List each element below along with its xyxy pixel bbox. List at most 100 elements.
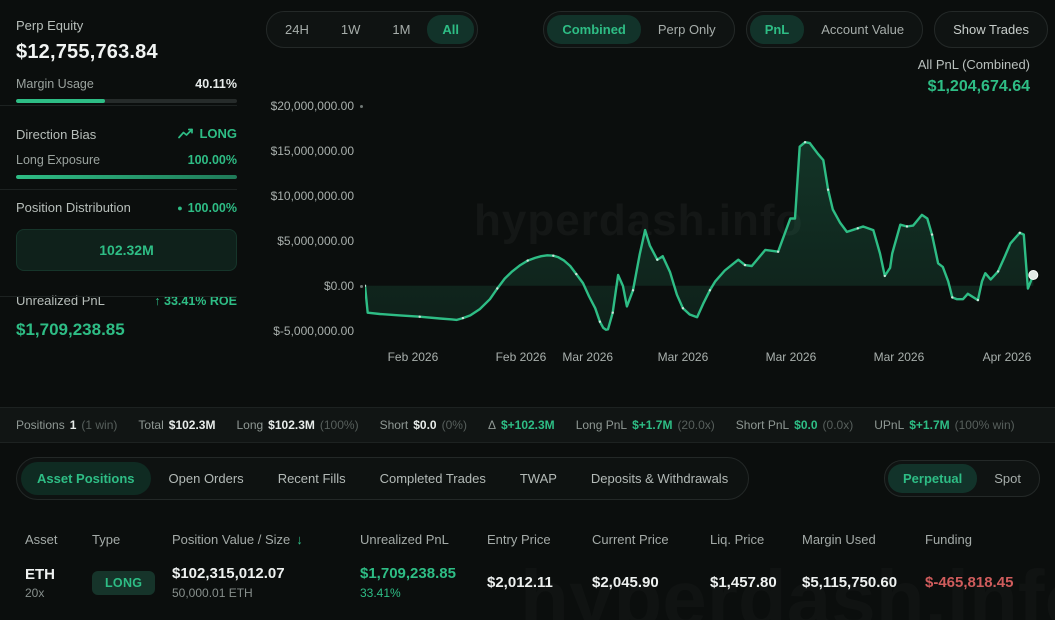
data-point-dot xyxy=(996,270,1000,273)
cell-funding: $-465,818.45 xyxy=(925,574,1014,591)
data-point-dot xyxy=(598,320,602,323)
chart-toolbar: 24H 1W 1M All Combined Perp Only PnL Account … xyxy=(266,10,1048,48)
market-type-group: Perpetual Spot xyxy=(884,460,1040,497)
perp-equity-value: $12,755,763.84 xyxy=(16,41,158,63)
tab-asset-positions[interactable]: Asset Positions xyxy=(21,462,151,495)
tab-recent-fills[interactable]: Recent Fills xyxy=(262,462,362,495)
unrealized-pnl-value: $1,709,238.85 xyxy=(16,320,125,339)
last-point-marker xyxy=(1028,270,1039,280)
x-axis-label: Apr 2026 xyxy=(982,350,1032,364)
tab-twap[interactable]: TWAP xyxy=(504,462,573,495)
data-point-dot xyxy=(1018,231,1021,234)
asset-positions-table: Asset Type Position Value / Size ↓ Unrealize… xyxy=(0,520,1055,620)
cell-type: LONG xyxy=(92,570,172,595)
x-axis-label: Mar 2026 xyxy=(873,350,925,364)
summary-stat-short-pnl: Short PnL $0.0 (0.0x) xyxy=(735,418,854,432)
margin-usage-label: Margin Usage xyxy=(16,77,94,91)
show-trades-button[interactable]: Show Trades xyxy=(934,10,1048,48)
position-distribution-value: 100.00% xyxy=(187,200,237,215)
time-range-1w[interactable]: 1W xyxy=(326,15,376,44)
perp-equity-label: Perp Equity xyxy=(16,18,84,33)
column-header-asset[interactable]: Asset xyxy=(25,532,58,547)
chart-header: All PnL (Combined) $1,204,674.64 xyxy=(918,57,1030,96)
long-dot-icon: ● xyxy=(177,202,183,213)
tab-open-orders[interactable]: Open Orders xyxy=(153,462,260,495)
data-point-dot xyxy=(611,311,614,314)
cell-position-value: $102,315,012.07 50,000.01 ETH xyxy=(172,565,285,600)
market-type-spot[interactable]: Spot xyxy=(979,464,1036,493)
data-point-dot xyxy=(976,298,980,302)
trend-up-icon xyxy=(178,127,194,142)
data-point-dot xyxy=(776,250,780,253)
long-exposure-value: 100.00% xyxy=(187,153,237,167)
margin-usage-bar xyxy=(16,99,237,103)
position-distribution-label: Position Distribution xyxy=(16,200,131,215)
margin-usage-bar-fill xyxy=(16,99,105,103)
combine-mode-group: Combined Perp Only xyxy=(543,10,735,48)
cell-asset[interactable]: ETH 20x xyxy=(25,565,55,600)
roe-value: 33.41% ROE xyxy=(164,293,237,308)
x-axis-label: Mar 2026 xyxy=(657,350,709,364)
y-axis-label: $20,000,000.00 xyxy=(270,99,354,114)
y-axis-label: $0.00 xyxy=(323,278,354,293)
data-point-dot xyxy=(803,141,807,144)
section-tabs: Asset Positions Open Orders Recent Fills Co… xyxy=(16,457,750,500)
time-range-1m[interactable]: 1M xyxy=(377,15,425,44)
position-distribution-box-value: 102.32M xyxy=(99,242,154,258)
data-point-dot xyxy=(708,289,712,292)
summary-stat-upnl: UPnL $+1.7M (100% win) xyxy=(874,418,1015,432)
x-axis-label: Mar 2026 xyxy=(562,350,614,364)
tables-tabs-row: Asset Positions Open Orders Recent Fills Co… xyxy=(16,457,1040,500)
data-point-dot xyxy=(905,225,909,228)
column-header-current-price[interactable]: Current Price xyxy=(592,532,669,547)
data-point-dot xyxy=(575,272,578,276)
margin-usage-value: 40.11% xyxy=(195,77,237,91)
mode-combined[interactable]: Combined xyxy=(547,14,641,44)
y-axis-label: $15,000,000.00 xyxy=(270,144,354,159)
sort-arrow-icon: ↓ xyxy=(296,532,303,547)
data-point-dot xyxy=(930,233,934,236)
sidebar-divider xyxy=(0,296,237,297)
data-point-dot xyxy=(856,227,859,230)
cell-liq-price: $1,457.80 xyxy=(710,574,777,591)
column-header-margin-used[interactable]: Margin Used xyxy=(802,532,876,547)
time-range-24h[interactable]: 24H xyxy=(270,15,324,44)
x-axis-label: Feb 2026 xyxy=(387,350,439,364)
direction-bias-label: Direction Bias xyxy=(16,126,97,142)
cell-margin-used: $5,115,750.60 xyxy=(802,574,898,591)
mode-perp-only[interactable]: Perp Only xyxy=(643,15,731,44)
table-row[interactable]: ETH 20x LONG $102,315,012.07 50,000.01 ETH $1… xyxy=(0,565,1055,600)
positions-summary-bar: Positions 1 (1 win) Total $102.3M Long $102.3M… xyxy=(0,407,1055,443)
data-point-dot xyxy=(526,259,529,262)
long-exposure-label: Long Exposure xyxy=(16,153,101,167)
column-header-funding[interactable]: Funding xyxy=(925,532,972,547)
data-point-dot xyxy=(631,289,635,292)
account-sidebar: Perp Equity $12,755,763.84 Margin Usage … xyxy=(0,0,257,405)
pnl-line xyxy=(365,141,1035,331)
column-header-liq-price[interactable]: Liq. Price xyxy=(710,532,765,547)
data-point-dot xyxy=(951,296,954,299)
pnl-line-chart[interactable] xyxy=(365,100,1040,345)
time-range-all[interactable]: All xyxy=(427,14,475,44)
column-header-entry-price[interactable]: Entry Price xyxy=(487,532,551,547)
position-distribution-box[interactable]: 102.32M xyxy=(16,229,237,271)
data-point-dot xyxy=(365,284,367,287)
pnl-chart[interactable]: hyperdash.info $20,000,000.00$15,000,000… xyxy=(262,99,1043,375)
column-header-type[interactable]: Type xyxy=(92,532,121,547)
tab-completed-trades[interactable]: Completed Trades xyxy=(364,462,502,495)
pnl-area-fill xyxy=(365,142,1034,330)
x-axis-label: Mar 2026 xyxy=(765,350,817,364)
metric-pnl[interactable]: PnL xyxy=(749,14,805,44)
summary-stat-short: Short $0.0 (0%) xyxy=(379,418,467,432)
roe-up-arrow-icon: ↑ xyxy=(154,293,161,308)
summary-stat-long: Long $102.3M (100%) xyxy=(236,418,359,432)
data-point-dot xyxy=(656,258,659,261)
column-header-position-value-size[interactable]: Position Value / Size ↓ xyxy=(172,532,303,547)
column-header-unrealized-pnl[interactable]: Unrealized PnL xyxy=(360,532,449,547)
axis-tick-dot xyxy=(360,284,363,288)
data-point-dot xyxy=(552,254,555,257)
metric-account-value[interactable]: Account Value xyxy=(806,15,919,44)
tab-deposits-withdrawals[interactable]: Deposits & Withdrawals xyxy=(575,462,744,495)
market-type-perpetual[interactable]: Perpetual xyxy=(888,464,978,493)
